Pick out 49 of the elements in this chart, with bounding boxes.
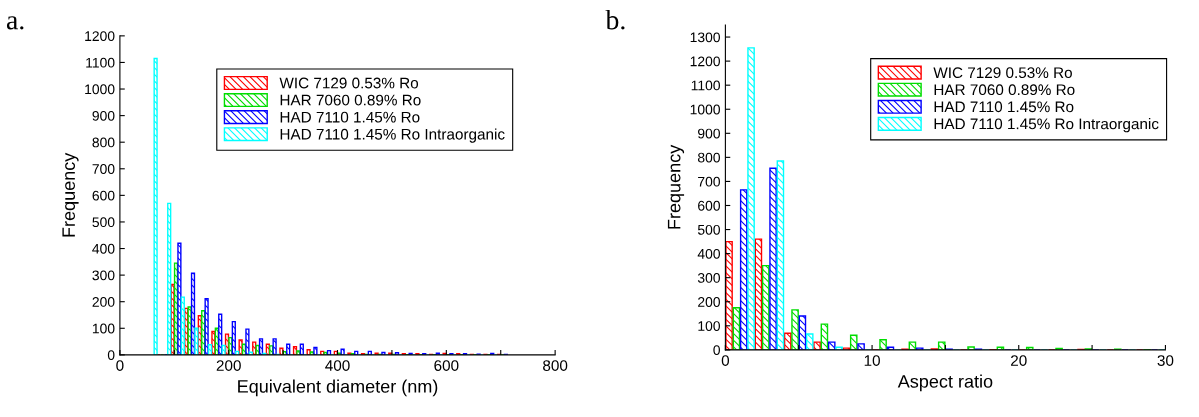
- y-tick-label: 800: [92, 137, 115, 148]
- y-tick-label: 900: [698, 128, 720, 139]
- y-tick-label: 100: [698, 321, 720, 331]
- y-tick-label: 1200: [690, 56, 720, 67]
- legend-label: HAD 7110 1.45% Ro: [934, 101, 1074, 113]
- y-tick-label: 900: [92, 110, 115, 121]
- legend-label: WIC 7129 0.53% Ro: [279, 77, 419, 89]
- text: b.: [605, 9, 625, 30]
- y-tick-label: 0: [713, 345, 720, 356]
- y-tick-label: 1300: [690, 32, 720, 43]
- y-tick-label: 400: [92, 243, 115, 254]
- y-tick-label: 500: [697, 224, 720, 235]
- x-tick-label: 600: [434, 360, 459, 371]
- y-axis-title: Frequency: [667, 144, 685, 229]
- y-tick-label: 300: [697, 273, 720, 283]
- y-tick-label: 1000: [690, 104, 720, 115]
- y-tick-label: 1100: [86, 57, 115, 68]
- x-tick-label: 30: [1157, 355, 1174, 366]
- legend-label: WIC 7129 0.53% Ro: [933, 67, 1072, 79]
- y-tick-label: 200: [92, 297, 115, 307]
- y-tick-label: 600: [698, 200, 720, 211]
- x-tick-label: 0: [721, 355, 730, 366]
- y-tick-label: 700: [92, 164, 115, 174]
- y-tick-label: 100: [92, 323, 115, 334]
- legend-label: HAR 7060 0.89% Ro: [280, 94, 421, 106]
- y-tick-label: 1200: [85, 31, 115, 42]
- legend-label: HAD 7110 1.45% Ro Intraorganic: [280, 128, 505, 143]
- legend-label: HAR 7060 0.89% Ro: [934, 84, 1075, 96]
- x-tick-label: 20: [1011, 355, 1027, 366]
- y-tick-label: 1100: [691, 80, 720, 91]
- legend-label: HAD 7110 1.45% Ro: [280, 111, 420, 123]
- legend-label: HAD 7110 1.45% Ro Intraorganic: [934, 118, 1159, 133]
- text: a.: [6, 16, 24, 30]
- x-axis-title: Aspect ratio: [897, 374, 993, 392]
- y-tick-label: 800: [697, 152, 720, 163]
- y-tick-label: 400: [697, 248, 720, 259]
- x-axis-title: Equivalent diameter (nm): [238, 379, 438, 397]
- y-tick-label: 200: [698, 297, 720, 307]
- x-tick-label: 400: [325, 360, 350, 371]
- y-tick-label: 700: [698, 176, 720, 187]
- x-tick-label: 10: [864, 355, 880, 366]
- y-tick-label: 500: [92, 217, 115, 228]
- y-axis-title: Frequency: [62, 152, 79, 237]
- x-tick-label: 0: [116, 360, 124, 371]
- x-tick-label: 200: [216, 360, 241, 371]
- y-tick-label: 300: [92, 270, 115, 281]
- y-tick-label: 600: [92, 190, 115, 201]
- x-tick-label: 800: [543, 360, 568, 371]
- y-tick-label: 1000: [85, 84, 115, 95]
